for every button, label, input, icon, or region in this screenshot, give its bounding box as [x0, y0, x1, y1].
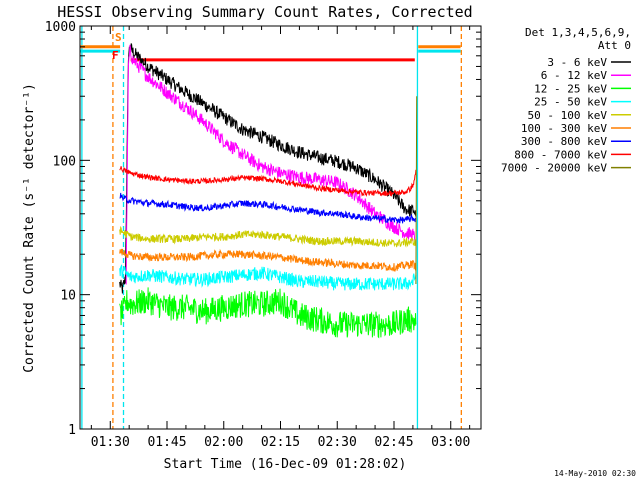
- legend-entry-label: 100 - 300 keV: [521, 122, 607, 135]
- legend-header-line-1: Det 1,3,4,5,6,9,: [525, 26, 631, 39]
- series-line-7: [119, 166, 417, 198]
- x-axis: 01:30 01:45 02:00 02:15 02:30 02:45 03:00: [91, 26, 470, 450]
- x-axis-label: Start Time (16-Dec-09 01:28:02): [164, 457, 407, 472]
- series-line-4: [119, 225, 417, 248]
- legend-entry-label: 50 - 100 keV: [528, 109, 608, 122]
- series-line-3: [119, 264, 417, 291]
- chart-title: HESSI Observing Summary Count Rates, Cor…: [57, 3, 472, 21]
- series-line-5: [119, 248, 417, 273]
- legend-entry-label: 800 - 7000 keV: [514, 148, 607, 161]
- y-tick-label: 100: [53, 154, 76, 169]
- y-tick-label: 1000: [45, 20, 76, 35]
- series-line-2: [119, 287, 417, 339]
- x-tick-label: 03:00: [431, 435, 470, 450]
- footer-timestamp: 14-May-2010 02:30: [554, 469, 636, 478]
- y-tick-label: 1: [68, 423, 76, 438]
- plot-frame: [79, 25, 482, 430]
- x-tick-label: 02:00: [204, 435, 243, 450]
- legend-entry-label: 12 - 25 keV: [534, 82, 607, 95]
- y-axis-label: Corrected Count Rate (s⁻¹ detector⁻¹): [22, 83, 37, 373]
- marker-label-s: S: [115, 31, 122, 44]
- plot-area: SF: [80, 26, 462, 429]
- legend-entry-label: 7000 - 20000 keV: [501, 162, 607, 175]
- series-line-1: [125, 44, 417, 285]
- legend-entry-label: 3 - 6 keV: [547, 56, 607, 69]
- y-axis: 1 10 100 1000: [45, 20, 481, 438]
- x-tick-label: 01:30: [91, 435, 130, 450]
- x-tick-label: 02:15: [261, 435, 300, 450]
- legend-entry-label: 300 - 800 keV: [521, 135, 607, 148]
- marker-label-f: F: [112, 49, 119, 62]
- legend-header-line-2: Att 0: [598, 39, 631, 52]
- series-line-6: [119, 192, 417, 224]
- series-line-8: [415, 96, 418, 285]
- y-tick-label: 10: [60, 289, 76, 304]
- x-tick-label: 02:30: [318, 435, 357, 450]
- x-tick-label: 01:45: [147, 435, 186, 450]
- x-tick-label: 02:45: [374, 435, 413, 450]
- legend-entry-label: 25 - 50 keV: [534, 96, 607, 109]
- legend-entry-label: 6 - 12 keV: [541, 69, 608, 82]
- series-line-0: [119, 43, 417, 294]
